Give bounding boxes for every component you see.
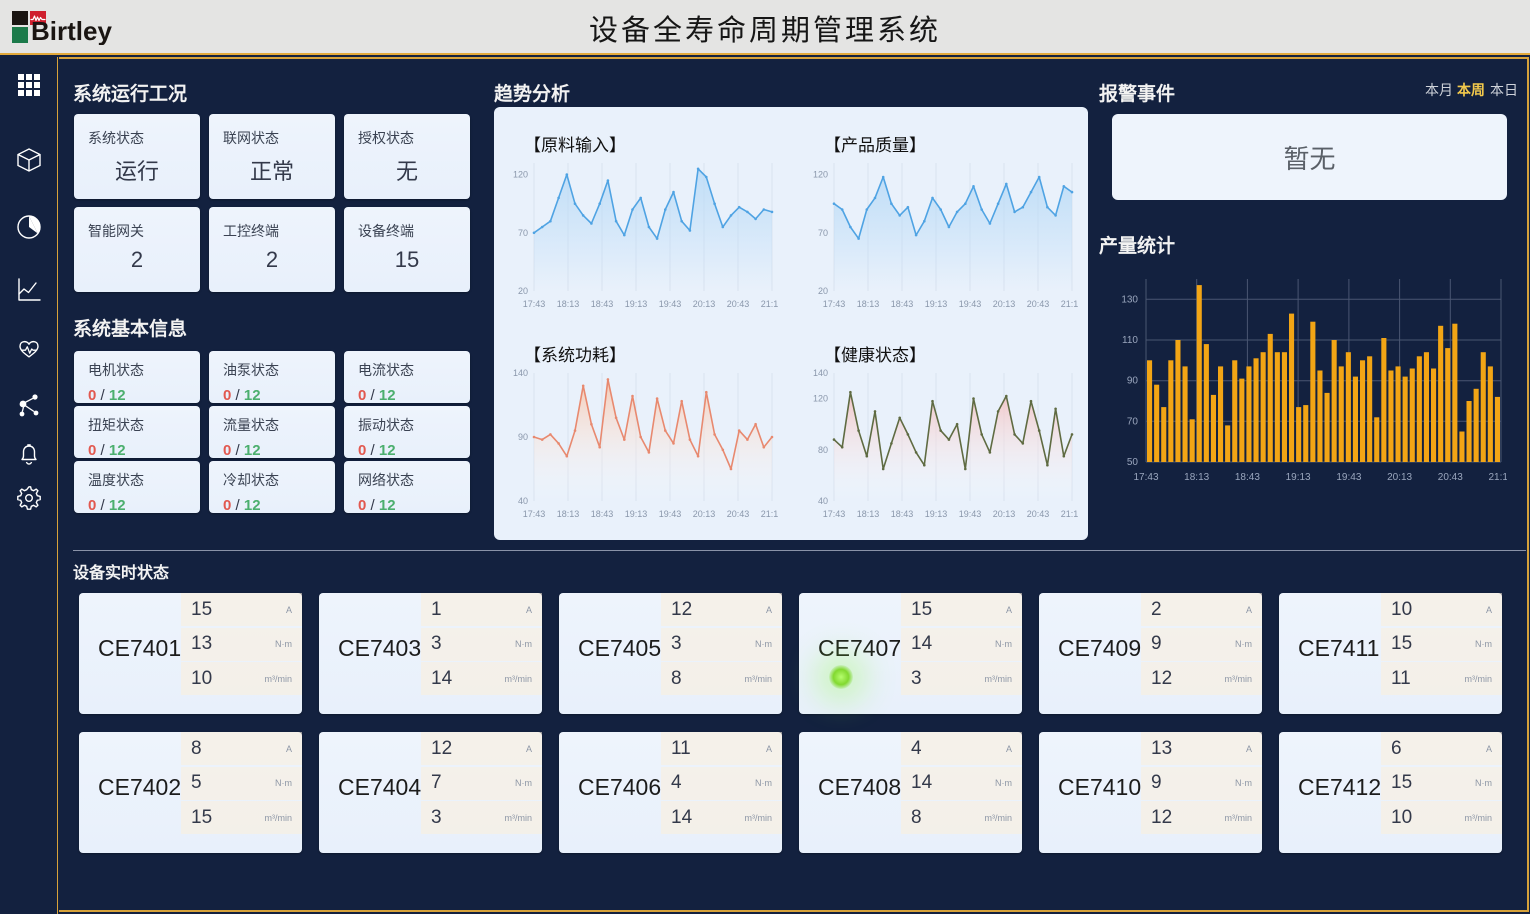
svg-text:18:43: 18:43 bbox=[1235, 472, 1260, 483]
svg-text:17:43: 17:43 bbox=[1133, 472, 1158, 483]
svg-text:19:43: 19:43 bbox=[959, 509, 982, 519]
svg-text:17:43: 17:43 bbox=[823, 299, 846, 309]
svg-text:20:13: 20:13 bbox=[693, 509, 716, 519]
svg-text:20: 20 bbox=[518, 286, 528, 296]
svg-text:21:13: 21:13 bbox=[761, 509, 778, 519]
svg-text:18:43: 18:43 bbox=[591, 299, 614, 309]
svg-text:18:13: 18:13 bbox=[557, 509, 580, 519]
svg-text:50: 50 bbox=[1127, 457, 1139, 468]
svg-text:80: 80 bbox=[818, 445, 828, 455]
svg-text:18:43: 18:43 bbox=[591, 509, 614, 519]
svg-text:20:13: 20:13 bbox=[693, 299, 716, 309]
svg-text:140: 140 bbox=[513, 368, 528, 378]
svg-text:120: 120 bbox=[813, 170, 828, 180]
svg-text:19:13: 19:13 bbox=[925, 299, 948, 309]
svg-text:20:13: 20:13 bbox=[1387, 472, 1412, 483]
svg-text:130: 130 bbox=[1121, 294, 1138, 305]
svg-text:120: 120 bbox=[513, 170, 528, 180]
svg-text:18:43: 18:43 bbox=[891, 299, 914, 309]
svg-text:20:43: 20:43 bbox=[1438, 472, 1463, 483]
svg-text:18:13: 18:13 bbox=[857, 299, 880, 309]
svg-text:20:43: 20:43 bbox=[1027, 299, 1050, 309]
svg-text:18:13: 18:13 bbox=[1184, 472, 1209, 483]
svg-text:18:13: 18:13 bbox=[557, 299, 580, 309]
svg-text:90: 90 bbox=[518, 432, 528, 442]
svg-text:17:43: 17:43 bbox=[523, 299, 546, 309]
svg-text:19:13: 19:13 bbox=[625, 509, 648, 519]
svg-text:19:43: 19:43 bbox=[659, 299, 682, 309]
svg-text:21:13: 21:13 bbox=[1061, 299, 1078, 309]
svg-text:19:43: 19:43 bbox=[1336, 472, 1361, 483]
svg-text:19:13: 19:13 bbox=[1286, 472, 1311, 483]
svg-text:70: 70 bbox=[518, 228, 528, 238]
svg-text:19:13: 19:13 bbox=[925, 509, 948, 519]
svg-text:18:13: 18:13 bbox=[857, 509, 880, 519]
svg-text:70: 70 bbox=[1127, 416, 1139, 427]
svg-text:20:43: 20:43 bbox=[1027, 509, 1050, 519]
svg-text:20:13: 20:13 bbox=[993, 509, 1016, 519]
svg-text:70: 70 bbox=[818, 228, 828, 238]
svg-text:110: 110 bbox=[1122, 335, 1138, 346]
svg-text:17:43: 17:43 bbox=[523, 509, 546, 519]
svg-text:40: 40 bbox=[518, 496, 528, 506]
svg-text:19:43: 19:43 bbox=[659, 509, 682, 519]
svg-text:40: 40 bbox=[818, 496, 828, 506]
svg-text:20: 20 bbox=[818, 286, 828, 296]
svg-text:20:13: 20:13 bbox=[993, 299, 1016, 309]
svg-text:18:43: 18:43 bbox=[891, 509, 914, 519]
svg-text:21:13: 21:13 bbox=[761, 299, 778, 309]
svg-text:21:13: 21:13 bbox=[1488, 472, 1507, 483]
svg-text:21:13: 21:13 bbox=[1061, 509, 1078, 519]
svg-text:19:13: 19:13 bbox=[625, 299, 648, 309]
svg-text:90: 90 bbox=[1127, 376, 1139, 387]
svg-text:20:43: 20:43 bbox=[727, 299, 750, 309]
svg-text:140: 140 bbox=[813, 368, 828, 378]
svg-text:20:43: 20:43 bbox=[727, 509, 750, 519]
svg-text:17:43: 17:43 bbox=[823, 509, 846, 519]
svg-text:19:43: 19:43 bbox=[959, 299, 982, 309]
svg-text:120: 120 bbox=[813, 394, 828, 404]
